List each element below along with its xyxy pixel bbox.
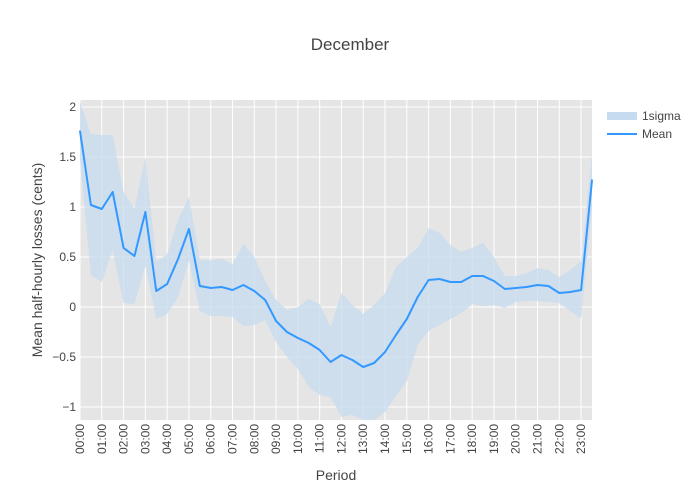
x-tick-label: 18:00 (465, 424, 479, 454)
x-tick-label: 03:00 (138, 424, 152, 454)
mean-point (417, 296, 419, 298)
mean-point (504, 288, 506, 290)
mean-point (460, 281, 462, 283)
mean-point (243, 284, 245, 286)
mean-point (384, 351, 386, 353)
mean-point (373, 362, 375, 364)
mean-point (493, 280, 495, 282)
mean-point (526, 286, 528, 288)
y-axis-title: Mean half-hourly losses (cents) (29, 163, 45, 358)
mean-point (515, 287, 517, 289)
x-tick-label: 02:00 (117, 424, 131, 454)
mean-point (471, 275, 473, 277)
mean-point (537, 284, 539, 286)
x-tick-label: 21:00 (531, 424, 545, 454)
x-tick-label: 16:00 (422, 424, 436, 454)
mean-point (264, 299, 266, 301)
mean-point (450, 281, 452, 283)
y-tick-label: −1 (62, 400, 76, 414)
mean-point (101, 208, 103, 210)
x-tick-label: 22:00 (552, 424, 566, 454)
mean-point (341, 354, 343, 356)
legend-swatch-1sigma (607, 112, 637, 120)
chart-title: December (311, 35, 390, 54)
x-axis-title: Period (316, 467, 356, 483)
x-tick-label: 04:00 (160, 424, 174, 454)
x-tick-label: 11:00 (313, 424, 327, 453)
x-tick-label: 13:00 (356, 424, 370, 454)
mean-point (548, 285, 550, 287)
mean-point (134, 255, 136, 257)
x-tick-label: 09:00 (269, 424, 283, 454)
mean-point (297, 337, 299, 339)
mean-point (569, 291, 571, 293)
mean-point (210, 287, 212, 289)
mean-point (188, 228, 190, 230)
x-tick-label: 17:00 (443, 424, 457, 454)
mean-point (253, 290, 255, 292)
x-tick-label: 05:00 (182, 424, 196, 454)
mean-point (177, 258, 179, 260)
x-tick-label: 01:00 (95, 424, 109, 454)
x-tick-label: 20:00 (509, 424, 523, 454)
y-tick-label: 2 (69, 100, 76, 114)
mean-point (319, 349, 321, 351)
mean-point (559, 292, 561, 294)
mean-point (286, 331, 288, 333)
y-tick-label: 0.5 (59, 250, 76, 264)
x-tick-label: 07:00 (226, 424, 240, 454)
mean-point (123, 247, 125, 249)
mean-point (145, 211, 147, 213)
mean-point (330, 361, 332, 363)
x-tick-label: 15:00 (400, 424, 414, 454)
x-tick-label: 00:00 (73, 424, 87, 454)
x-tick-label: 06:00 (204, 424, 218, 454)
x-tick-label: 10:00 (291, 424, 305, 454)
x-tick-label: 08:00 (247, 424, 261, 454)
mean-point (362, 366, 364, 368)
mean-point (155, 290, 157, 292)
mean-point (580, 289, 582, 291)
mean-point (221, 286, 223, 288)
y-tick-label: 1 (69, 200, 76, 214)
x-tick-label: 23:00 (574, 424, 588, 454)
mean-point (308, 342, 310, 344)
mean-point (428, 279, 430, 281)
mean-point (591, 179, 593, 181)
mean-point (482, 275, 484, 277)
mean-point (112, 191, 114, 193)
mean-point (79, 130, 81, 132)
x-tick-label: 19:00 (487, 424, 501, 454)
legend-label-mean: Mean (642, 127, 672, 141)
mean-point (395, 334, 397, 336)
mean-point (352, 359, 354, 361)
y-tick-label: −0.5 (52, 350, 76, 364)
mean-point (232, 289, 234, 291)
mean-point (90, 204, 92, 206)
mean-point (199, 285, 201, 287)
mean-point (166, 283, 168, 285)
mean-point (275, 320, 277, 322)
legend-label-1sigma: 1sigma (642, 109, 681, 123)
x-tick-label: 14:00 (378, 424, 392, 454)
x-tick-label: 12:00 (334, 424, 348, 454)
y-tick-label: 0 (69, 300, 76, 314)
mean-point (439, 278, 441, 280)
y-tick-label: 1.5 (59, 150, 76, 164)
mean-point (406, 318, 408, 320)
